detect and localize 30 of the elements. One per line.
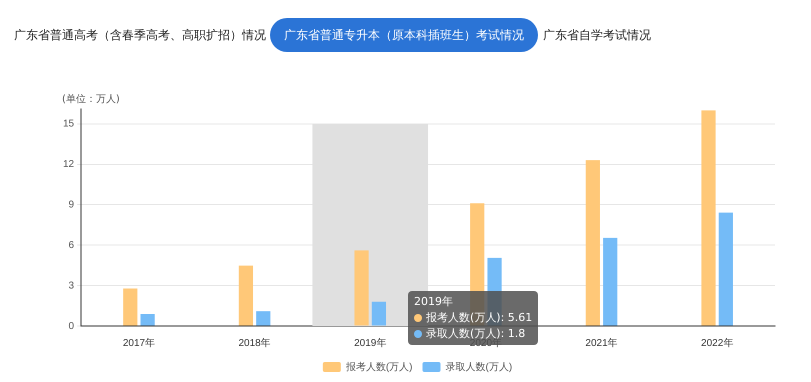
y-tick-label: 12 <box>63 159 75 170</box>
annotation: 2019年 <box>414 294 454 310</box>
bar <box>701 110 716 326</box>
text: 广东省普通高考（含春季高考、高职扩招）情况 <box>14 27 266 44</box>
text: 录取人数(万人): 1.8 <box>426 327 526 340</box>
bar <box>586 160 600 326</box>
bar <box>354 250 369 326</box>
bar <box>238 266 254 326</box>
annotation: 报考人数(万人): 5.61 <box>426 311 532 324</box>
legend-label: 报考人数(万人) <box>344 360 413 373</box>
y-tick-label: 6 <box>68 240 75 251</box>
bar <box>372 302 386 326</box>
legend-label: 录取人数(万人) <box>446 362 512 373</box>
y-tick-label: 15 <box>63 118 75 130</box>
bar <box>603 238 618 326</box>
y-tick-label: 3 <box>68 280 75 292</box>
text: 广东省自学考试情况 <box>543 27 651 44</box>
x-tick-label: 2021年 <box>585 336 618 349</box>
chart-title: 广东省普通专升本（原本科插班生）考试情况 <box>270 18 538 52</box>
y-axis-title: (单位：万人) <box>62 92 120 106</box>
x-tick-label: 2019年 <box>354 336 386 349</box>
y-tick-label: 9 <box>68 199 75 210</box>
bar <box>140 314 155 326</box>
x-tick-label: 2018年 <box>238 336 271 349</box>
bar <box>123 288 138 326</box>
x-tick-label: 2022年 <box>701 336 734 349</box>
x-tick-label: 2017年 <box>122 336 156 349</box>
bar <box>256 311 270 326</box>
bar <box>718 212 733 326</box>
y-tick-label: 0 <box>68 320 75 332</box>
